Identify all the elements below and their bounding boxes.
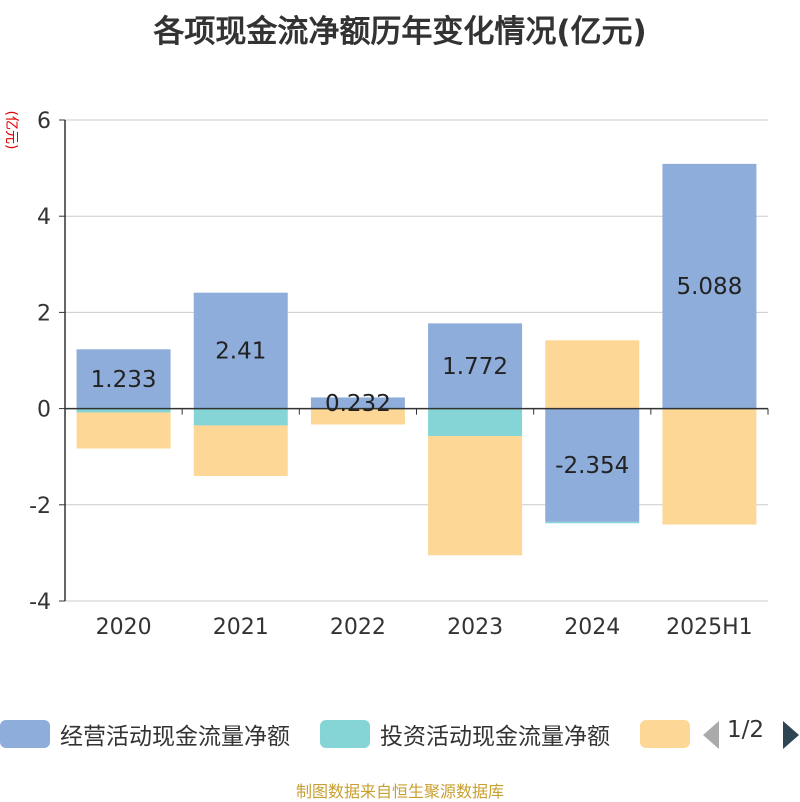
bar-series0-2024: [545, 408, 640, 522]
legend-label-investing: 投资活动现金流量净额: [380, 724, 610, 750]
data-label: 0.232: [325, 391, 391, 417]
legend: 经营活动现金流量净额 投资活动现金流量净额: [0, 714, 800, 754]
bar-series0-2023: [428, 323, 523, 409]
y-tick-label: 4: [37, 205, 51, 230]
bar-series0-2021: [193, 292, 288, 409]
bar-series2-2025H1: [662, 409, 757, 525]
bar-series2-2023: [428, 436, 523, 556]
bar-series0-2025H1: [662, 163, 757, 409]
legend-swatch-operating: [0, 720, 50, 748]
y-tick-label: 2: [37, 301, 51, 326]
bar-series0-2022: [310, 397, 405, 409]
data-label: 2.41: [215, 339, 266, 365]
bar-series1-2024: [545, 521, 640, 524]
data-label: 5.088: [676, 274, 742, 300]
legend-swatch-financing: [640, 720, 690, 748]
x-tick-label: 2021: [213, 615, 269, 640]
x-tick-label: 2020: [96, 615, 152, 640]
legend-prev-page-icon[interactable]: [703, 721, 719, 749]
bar-series1-2021: [193, 408, 288, 426]
y-tick-label: -4: [29, 590, 51, 615]
chart-title: 各项现金流净额历年变化情况(亿元): [153, 14, 647, 50]
bar-series2-2022: [310, 409, 405, 425]
y-tick-label: -2: [29, 494, 51, 519]
legend-page-indicator: 1/2: [727, 717, 765, 743]
legend-item-investing[interactable]: 投资活动现金流量净额: [320, 714, 610, 754]
bar-series2-2021: [193, 425, 288, 476]
x-tick-label: 2023: [447, 615, 503, 640]
legend-next-page-icon[interactable]: [783, 721, 799, 749]
bar-series1-2023: [428, 408, 523, 437]
data-label: -2.354: [555, 453, 629, 479]
bar-series0-2020: [76, 349, 171, 409]
data-label: 1.233: [91, 367, 157, 393]
x-tick-label: 2025H1: [666, 615, 753, 640]
x-tick-label: 2024: [564, 615, 620, 640]
legend-swatch-investing: [320, 720, 370, 748]
y-tick-label: 6: [37, 109, 51, 134]
data-label: 1.772: [442, 354, 508, 380]
bar-series1-2020: [76, 408, 171, 413]
source-note: 制图数据来自恒生聚源数据库: [295, 782, 504, 801]
legend-label-operating: 经营活动现金流量净额: [60, 724, 290, 750]
legend-item-financing[interactable]: [640, 714, 690, 754]
bar-series2-2024: [545, 340, 640, 409]
chart-plot: -4 -2 0 2 4 6 2020 2021 2022 2023 2024 2025H1 1.233 2…: [29, 109, 769, 640]
y-tick-label: 0: [37, 398, 51, 423]
x-tick-label: 2022: [330, 615, 386, 640]
legend-item-operating[interactable]: 经营活动现金流量净额: [0, 714, 290, 754]
bar-series2-2020: [76, 412, 171, 449]
